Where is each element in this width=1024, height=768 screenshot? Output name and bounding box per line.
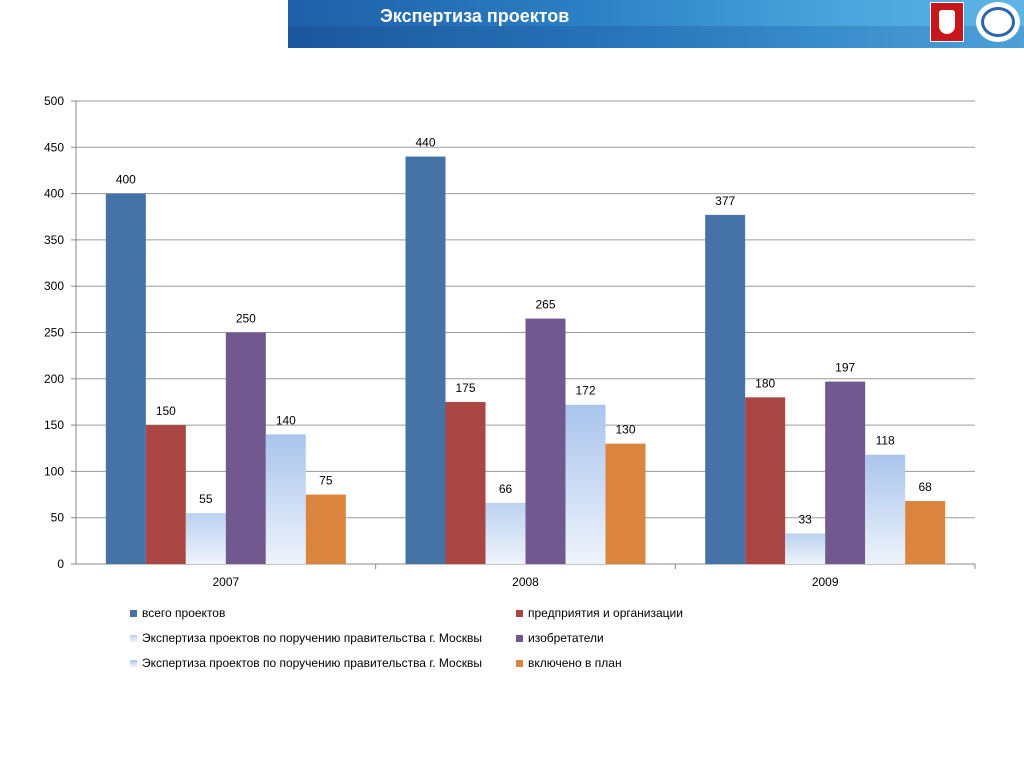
moscow-emblem-logo bbox=[930, 2, 964, 42]
y-tick-label: 100 bbox=[44, 464, 64, 478]
bar bbox=[265, 434, 306, 564]
emblem-shield-icon bbox=[939, 10, 955, 34]
x-tick-label: 2008 bbox=[512, 575, 539, 589]
y-tick-label: 200 bbox=[44, 372, 64, 386]
bar bbox=[225, 332, 266, 564]
legend-item: включено в план bbox=[516, 656, 622, 670]
bar-value-label: 75 bbox=[319, 474, 333, 488]
chart-legend: всего проектов предприятия и организации Э… bbox=[0, 600, 1024, 680]
legend-label: предприятия и организации bbox=[528, 606, 683, 620]
bar-chart: 0 50 100 150 200 250 300 350 400 450 500 400 150 55 2… bbox=[44, 94, 976, 589]
legend-item: предприятия и организации bbox=[516, 606, 683, 620]
legend-label: Экспертиза проектов по поручению правите… bbox=[142, 631, 482, 645]
legend-label: изобретатели bbox=[528, 631, 604, 645]
x-tick-label: 2009 bbox=[812, 575, 839, 589]
bar-value-label: 377 bbox=[715, 194, 735, 208]
legend-swatch bbox=[516, 659, 523, 667]
bar-value-label: 130 bbox=[615, 423, 635, 437]
bar-value-label: 440 bbox=[415, 136, 435, 150]
bar bbox=[605, 443, 646, 564]
header-band bbox=[288, 26, 1024, 48]
bar bbox=[705, 214, 746, 564]
y-tick-label: 400 bbox=[44, 187, 64, 201]
legend-swatch bbox=[516, 609, 523, 617]
bar bbox=[865, 454, 906, 564]
bar-value-label: 140 bbox=[276, 413, 296, 427]
bar bbox=[445, 401, 486, 564]
legend-label: Экспертиза проектов по поручению правите… bbox=[142, 656, 482, 670]
bar-value-label: 172 bbox=[575, 384, 595, 398]
y-tick-label: 0 bbox=[57, 557, 64, 571]
organization-logo bbox=[976, 2, 1020, 42]
legend-label: всего проектов bbox=[142, 606, 226, 620]
bar bbox=[785, 533, 826, 564]
legend-item: Экспертиза проектов по поручению правите… bbox=[130, 656, 482, 670]
y-tick-label: 500 bbox=[44, 94, 64, 108]
bar-value-label: 68 bbox=[918, 480, 932, 494]
bar-value-label: 180 bbox=[755, 376, 775, 390]
page-title: Экспертиза проектов bbox=[380, 6, 570, 26]
logo-ring-icon bbox=[981, 7, 1015, 37]
y-tick-label: 450 bbox=[44, 140, 64, 154]
y-tick-label: 350 bbox=[44, 233, 64, 247]
y-tick-label: 250 bbox=[44, 326, 64, 340]
bar-value-label: 400 bbox=[116, 173, 136, 187]
y-axis-ticks: 0 50 100 150 200 250 300 350 400 450 500 bbox=[44, 94, 76, 571]
y-tick-label: 300 bbox=[44, 279, 64, 293]
bar bbox=[105, 193, 146, 564]
bar bbox=[905, 501, 946, 564]
data-labels: 400 150 55 250 140 75 440 175 66 265 172 130 377 180 3… bbox=[116, 136, 932, 527]
bar bbox=[525, 318, 566, 564]
bar bbox=[405, 156, 446, 564]
y-tick-label: 50 bbox=[51, 511, 65, 525]
legend-swatch bbox=[130, 609, 137, 617]
bar-value-label: 150 bbox=[156, 404, 176, 418]
legend-swatch bbox=[130, 634, 137, 642]
bar-value-label: 33 bbox=[798, 512, 812, 526]
legend-item: изобретатели bbox=[516, 631, 604, 645]
legend-label: включено в план bbox=[528, 656, 622, 670]
bar bbox=[305, 494, 346, 564]
bar bbox=[565, 404, 606, 564]
bar-value-label: 197 bbox=[835, 361, 855, 375]
bar bbox=[825, 381, 866, 564]
bar-value-label: 66 bbox=[499, 482, 513, 496]
x-tick-label: 2007 bbox=[212, 575, 239, 589]
bar bbox=[185, 513, 226, 564]
legend-swatch bbox=[130, 659, 137, 667]
legend-item: всего проектов bbox=[130, 606, 225, 620]
bar-value-label: 55 bbox=[199, 492, 213, 506]
legend-item: Экспертиза проектов по поручению правите… bbox=[130, 631, 482, 645]
bars bbox=[105, 156, 946, 564]
bar bbox=[145, 425, 186, 564]
y-tick-label: 150 bbox=[44, 418, 64, 432]
bar bbox=[485, 502, 526, 564]
bar bbox=[745, 397, 786, 564]
bar-value-label: 118 bbox=[876, 434, 895, 448]
x-axis-ticks: 2007 2008 2009 bbox=[212, 564, 976, 589]
bar-value-label: 250 bbox=[236, 312, 256, 326]
bar-value-label: 175 bbox=[455, 381, 475, 395]
legend-swatch bbox=[516, 634, 523, 642]
bar-value-label: 265 bbox=[535, 298, 555, 312]
header-banner: Экспертиза проектов bbox=[288, 0, 1024, 48]
